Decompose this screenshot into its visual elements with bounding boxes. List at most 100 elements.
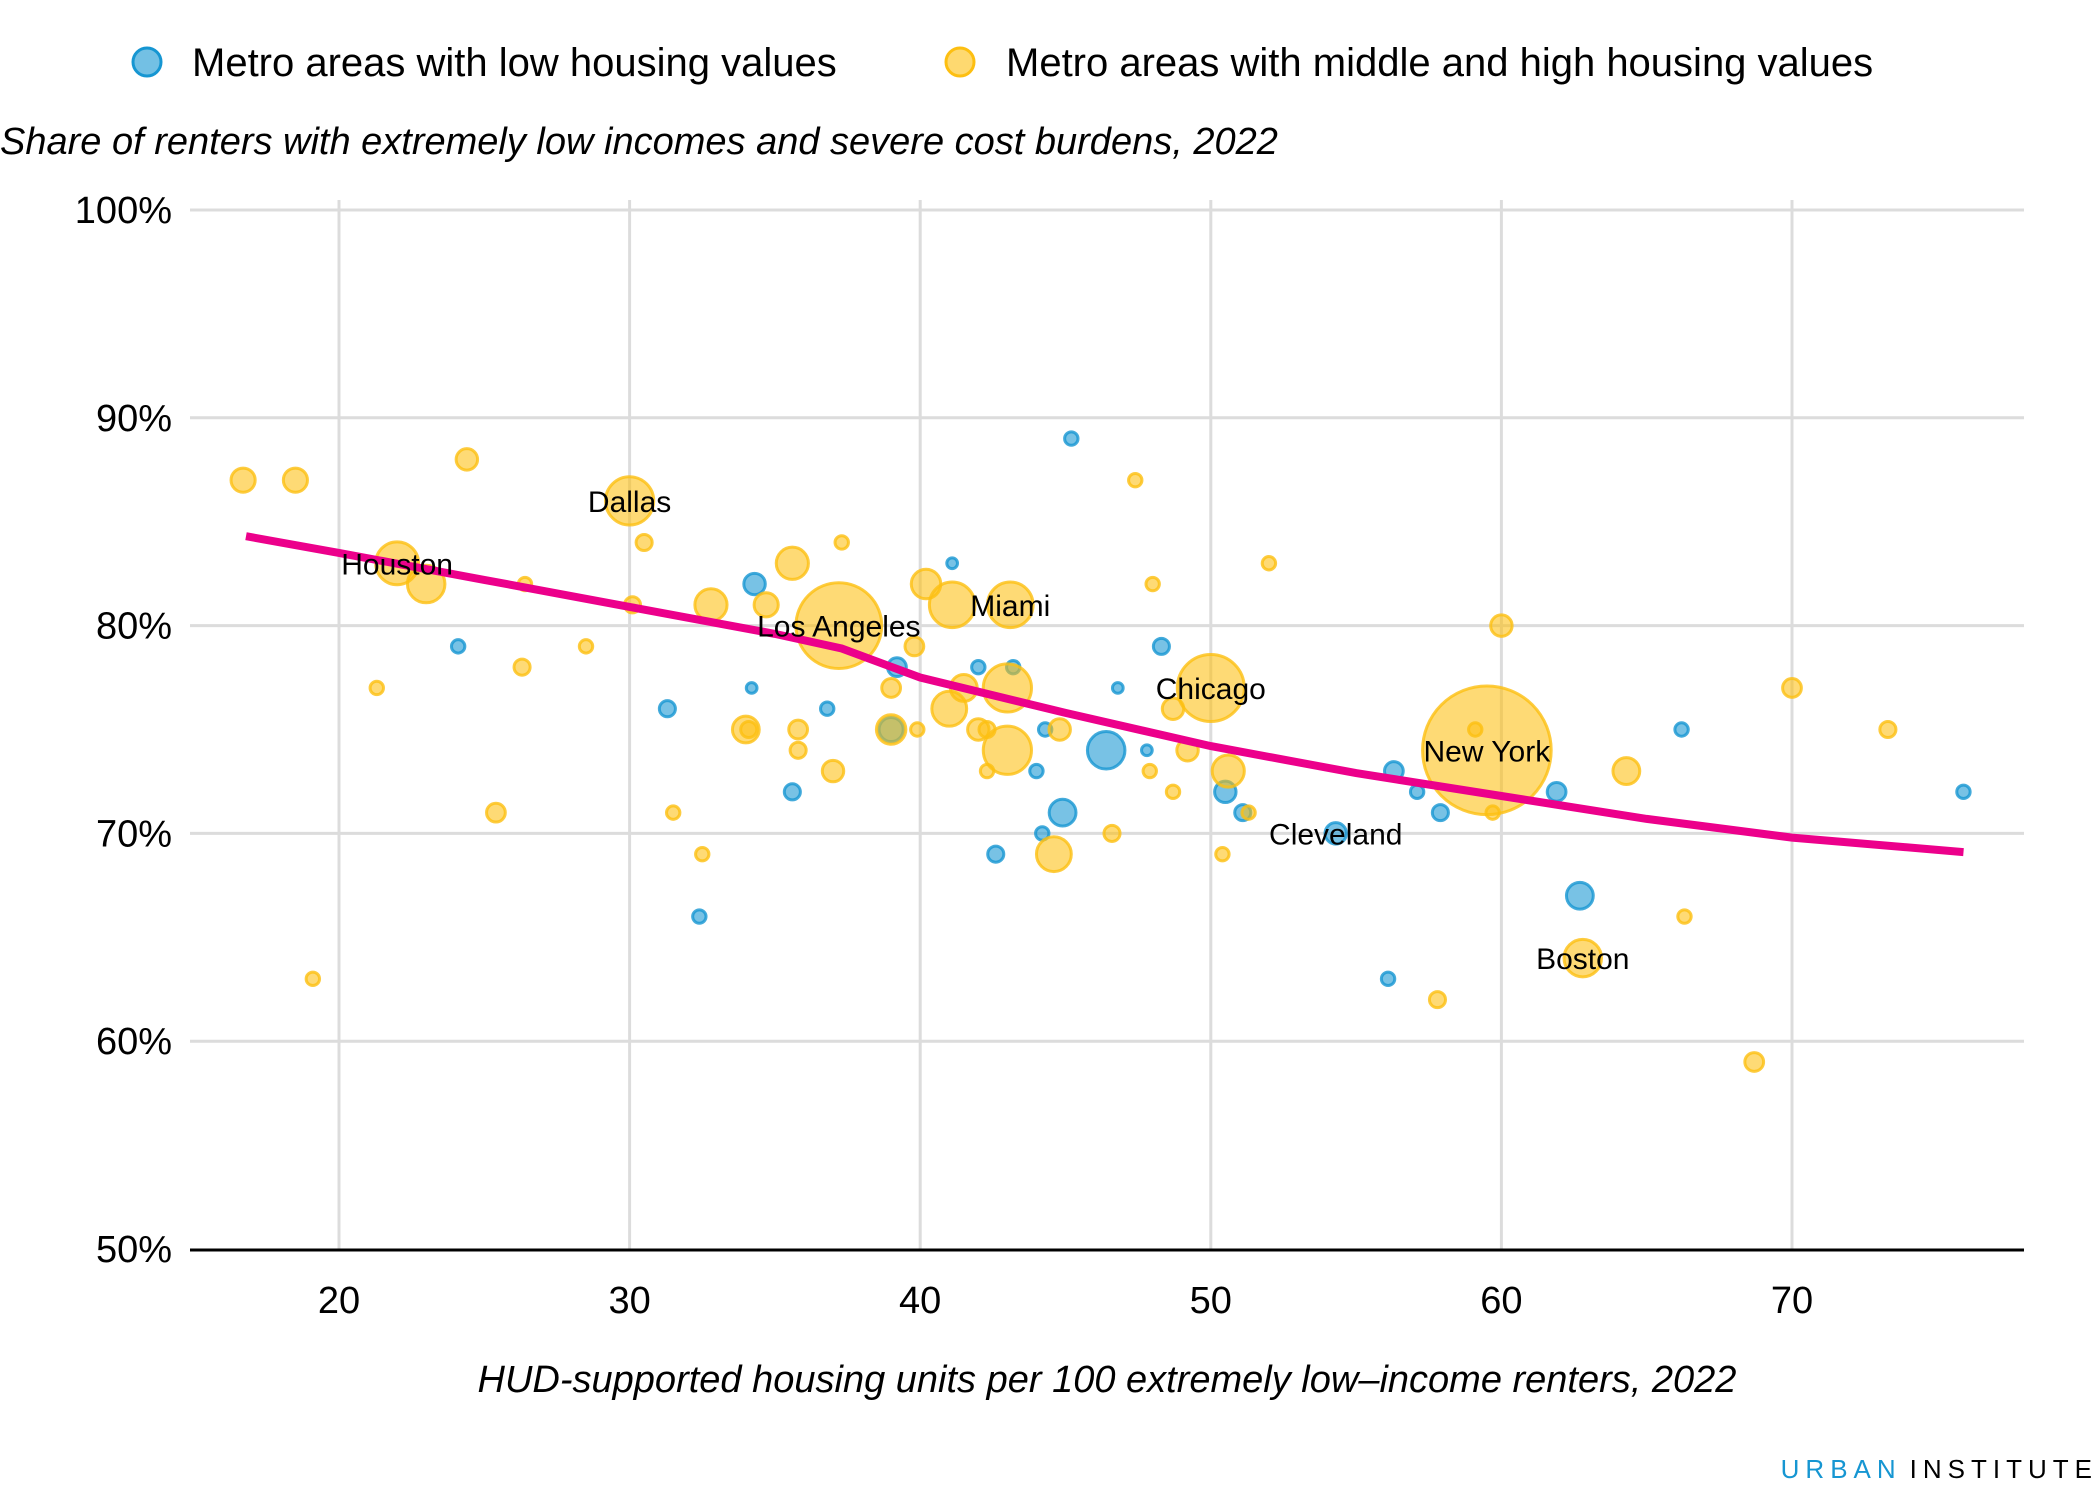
data-point-midhigh	[229, 466, 257, 494]
data-point-midhigh	[1141, 762, 1158, 780]
data-point-low	[1047, 797, 1078, 828]
data-point-midhigh	[634, 532, 654, 553]
legend-label-midhigh: Metro areas with middle and high housing…	[1006, 41, 1873, 85]
data-point-low	[1085, 730, 1127, 771]
data-point-low	[1430, 803, 1450, 823]
brand-part1: URBAN	[1781, 1454, 1902, 1484]
data-point-midhigh	[664, 804, 682, 821]
data-point-low	[1323, 821, 1348, 846]
brand-part2: INSTITUTE	[1910, 1454, 2098, 1484]
data-point-midhigh	[833, 534, 850, 551]
data-point-midhigh	[1240, 804, 1257, 821]
chart-subtitle: Share of renters with extremely low inco…	[0, 121, 1278, 163]
data-point-low	[1028, 762, 1045, 780]
data-point-midhigh	[1047, 717, 1072, 742]
data-point-midhigh	[485, 801, 507, 824]
data-point-midhigh	[739, 719, 759, 740]
data-point-midhigh	[603, 475, 656, 527]
data-point-midhigh	[1144, 575, 1161, 593]
data-point-midhigh	[1676, 908, 1693, 925]
data-point-midhigh	[1427, 990, 1448, 1010]
city-label: Cleveland	[1269, 818, 1402, 851]
data-point-midhigh	[774, 545, 810, 581]
data-point-midhigh	[304, 970, 322, 988]
legend-marker-low	[131, 46, 163, 78]
data-point-midhigh	[874, 713, 908, 746]
city-label: Chicago	[1156, 673, 1266, 706]
data-point-midhigh	[788, 740, 808, 760]
data-point-midhigh	[1489, 613, 1514, 638]
data-point-low	[970, 658, 987, 676]
data-point-midhigh	[454, 447, 480, 472]
legend-marker-midhigh	[944, 46, 976, 78]
city-label: Houston	[341, 548, 453, 581]
city-labels: Dallas Houston Los Angeles Miami Chicago New …	[341, 486, 1629, 976]
y-axis-ticks: 50% 60% 70% 80% 90% 100%	[75, 190, 172, 1271]
data-point-low	[1151, 636, 1171, 656]
data-point-midhigh	[909, 721, 926, 738]
brand-logo: URBAN INSTITUTE	[1781, 1454, 2098, 1484]
data-point-low	[782, 782, 802, 802]
data-point-midhigh	[281, 466, 309, 494]
data-points	[229, 430, 1972, 1073]
data-point-midhigh	[981, 724, 1034, 776]
data-point-midhigh	[1878, 719, 1898, 740]
legend: Metro areas with low housing values Metr…	[131, 41, 1873, 85]
data-point-low	[1564, 880, 1595, 911]
data-point-midhigh	[1127, 471, 1144, 489]
x-tick-label: 50	[1190, 1280, 1232, 1322]
x-tick-label: 70	[1771, 1280, 1813, 1322]
y-tick-label: 70%	[96, 813, 172, 855]
data-point-low	[1110, 681, 1125, 695]
data-point-low	[742, 571, 767, 597]
data-point-midhigh	[820, 758, 846, 784]
data-point-low	[1673, 721, 1690, 738]
data-point-midhigh	[577, 638, 595, 655]
data-point-midhigh	[1175, 652, 1246, 723]
gridlines	[190, 200, 2024, 1250]
legend-label-low: Metro areas with low housing values	[192, 41, 837, 85]
x-tick-label: 40	[899, 1280, 941, 1322]
data-point-midhigh	[787, 718, 810, 741]
data-point-low	[744, 681, 759, 695]
data-point-midhigh	[1102, 823, 1122, 843]
city-label: Los Angeles	[757, 611, 920, 644]
data-point-midhigh	[752, 591, 780, 619]
data-point-midhigh	[512, 657, 532, 677]
data-point-low	[1140, 743, 1154, 758]
data-point-low	[691, 908, 708, 925]
y-tick-label: 60%	[96, 1021, 172, 1063]
city-label: New York	[1423, 735, 1551, 768]
city-label: Miami	[970, 590, 1050, 623]
city-label: Dallas	[588, 486, 671, 519]
data-point-midhigh	[1467, 721, 1484, 738]
data-point-midhigh	[1611, 756, 1642, 786]
data-point-midhigh	[1484, 804, 1501, 821]
data-point-low	[1545, 780, 1568, 803]
data-point-midhigh	[694, 845, 711, 863]
data-point-low	[1955, 783, 1972, 801]
y-tick-label: 100%	[75, 190, 172, 232]
data-point-midhigh	[1164, 783, 1182, 801]
data-point-midhigh	[927, 580, 977, 630]
data-point-low	[449, 638, 467, 655]
data-point-midhigh	[1562, 937, 1604, 979]
data-point-midhigh	[978, 762, 996, 780]
data-point-low	[1063, 430, 1080, 447]
data-point-low	[657, 699, 677, 719]
x-tick-label: 30	[608, 1280, 650, 1322]
data-point-midhigh	[903, 635, 926, 658]
x-tick-label: 60	[1480, 1280, 1522, 1322]
y-tick-label: 90%	[96, 398, 172, 440]
data-point-low	[945, 556, 960, 571]
data-point-midhigh	[1743, 1051, 1766, 1073]
data-point-midhigh	[1260, 555, 1278, 572]
trend-line	[245, 532, 1964, 857]
data-point-midhigh	[1034, 835, 1073, 874]
data-point-midhigh	[930, 689, 969, 728]
data-point-midhigh	[1214, 845, 1231, 863]
data-point-midhigh	[1781, 677, 1803, 699]
data-point-low	[986, 844, 1006, 864]
y-tick-label: 80%	[96, 606, 172, 648]
